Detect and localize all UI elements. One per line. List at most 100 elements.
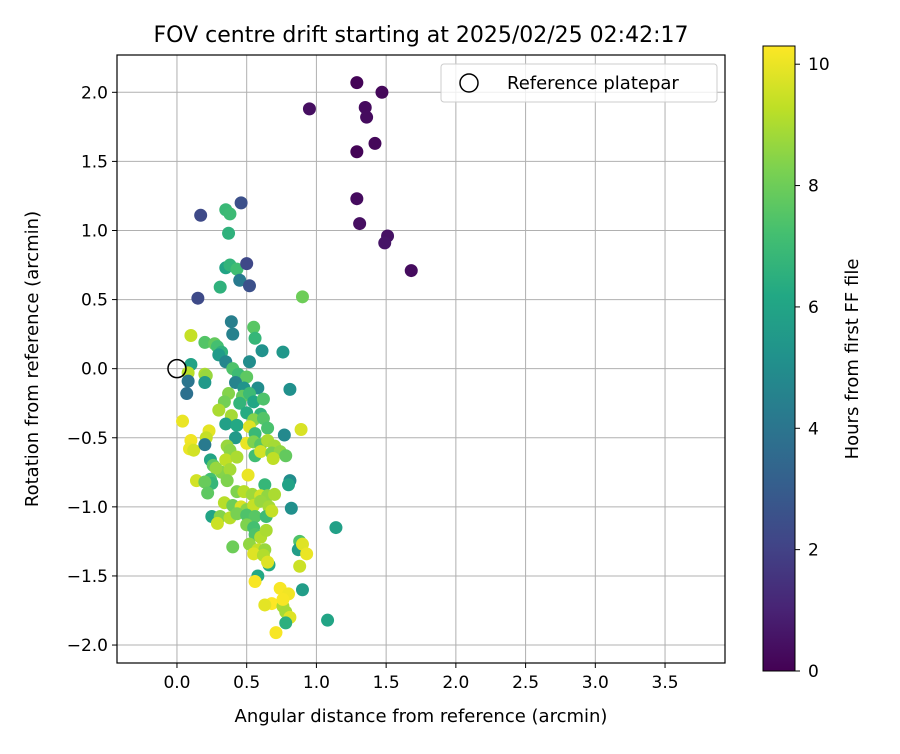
scatter-point (234, 196, 248, 210)
colorbar-ticks: 0 2 4 6 8 10 (795, 55, 830, 682)
scatter-point (268, 487, 282, 501)
scatter-point (247, 320, 261, 334)
scatter-point (279, 449, 293, 463)
scatter-point (229, 431, 243, 445)
scatter-point (219, 417, 233, 431)
scatter-point (293, 559, 307, 573)
colorbar: 0 2 4 6 8 10 Hours from first FF file (762, 45, 863, 682)
scatter-point (233, 396, 247, 410)
x-axis-label: Angular distance from reference (arcmin) (235, 706, 608, 727)
colorbar-tick-label: 4 (808, 419, 819, 439)
scatter-point (261, 421, 275, 435)
scatter-point (210, 516, 224, 530)
y-tick-label: 1.0 (81, 221, 108, 241)
y-tick-label: 2.0 (81, 83, 108, 103)
scatter-point (220, 474, 234, 488)
x-tick-label: 3.5 (652, 673, 679, 693)
scatter-point (283, 382, 297, 396)
scatter-point (266, 451, 280, 465)
y-tick-label: 0.0 (81, 360, 108, 380)
x-tick-label: 1.0 (303, 673, 330, 693)
colorbar-tick-label: 2 (808, 541, 819, 561)
scatter-point (176, 414, 190, 428)
scatter-point (256, 392, 270, 406)
scatter-point (360, 110, 374, 124)
colorbar-tick-label: 6 (808, 298, 819, 318)
scatter-point (191, 291, 205, 305)
y-axis-label: Rotation from reference (arcmin) (22, 211, 43, 507)
y-tick-label: −1.5 (67, 567, 108, 587)
scatter-point (261, 555, 275, 569)
scatter-point (277, 428, 291, 442)
scatter-point (209, 461, 223, 475)
scatter-point (329, 521, 343, 535)
scatter-point (247, 395, 261, 409)
scatter-point (350, 145, 364, 159)
x-tick-label: 2.5 (512, 673, 539, 693)
colorbar-tick-label: 8 (808, 177, 819, 197)
scatter-point (198, 375, 212, 389)
scatter-point (198, 475, 212, 489)
scatter-point (226, 327, 240, 341)
scatter-point (213, 280, 227, 294)
scatter-point (181, 374, 195, 388)
scatter-point (276, 345, 290, 359)
colorbar-tick-label: 0 (808, 662, 819, 682)
scatter-point (269, 626, 283, 640)
scatter-point (233, 273, 247, 287)
scatter-point (259, 523, 273, 537)
scatter-point (350, 76, 364, 90)
scatter-point (294, 422, 308, 436)
scatter-point (295, 583, 309, 597)
scatter-point (242, 279, 256, 293)
grid-lines (117, 55, 725, 663)
scatter-point (212, 403, 226, 417)
scatter-point (242, 355, 256, 369)
scatter-point (282, 478, 296, 492)
scatter-point (198, 438, 212, 452)
x-axis-ticks: 0.0 0.5 1.0 1.5 2.0 2.5 3.0 3.5 (163, 663, 679, 693)
scatter-point (375, 85, 389, 99)
x-tick-label: 0.0 (163, 673, 190, 693)
scatter-point (321, 613, 335, 627)
scatter-point (201, 486, 215, 500)
scatter-point (180, 387, 194, 401)
scatter-point (248, 510, 262, 524)
scatter-point (255, 344, 269, 358)
scatter-point (194, 208, 208, 222)
scatter-point (230, 450, 244, 464)
chart-title: FOV centre drift starting at 2025/02/25 … (154, 23, 689, 48)
scatter-point (240, 370, 254, 384)
scatter-point (350, 192, 364, 206)
scatter-point (358, 101, 372, 115)
scatter-point (226, 540, 240, 554)
scatter-point (230, 507, 244, 521)
scatter-point (284, 501, 298, 515)
scatter-point (184, 329, 198, 343)
scatter-point (279, 616, 293, 630)
x-tick-label: 3.0 (582, 673, 609, 693)
scatter-point (223, 463, 237, 477)
x-tick-label: 1.5 (373, 673, 400, 693)
y-axis-ticks: −2.0 −1.5 −1.0 −0.5 0.0 0.5 1.0 1.5 2.0 (67, 83, 117, 656)
scatter-point (247, 547, 261, 561)
scatter-point (198, 335, 212, 349)
x-tick-label: 0.5 (233, 673, 260, 693)
colorbar-gradient (762, 45, 796, 672)
scatter-point (223, 207, 237, 221)
scatter-point (265, 504, 279, 518)
y-tick-label: 1.5 (81, 152, 108, 172)
y-tick-label: −1.0 (67, 498, 108, 518)
scatter-point (230, 262, 244, 276)
scatter-point (258, 598, 272, 612)
y-tick-label: −2.0 (67, 636, 108, 656)
legend-box (440, 63, 718, 103)
scatter-point (248, 574, 262, 588)
scatter-point (222, 226, 236, 240)
scatter-point (404, 264, 418, 278)
scatter-point (353, 217, 367, 231)
scatter-point (368, 136, 382, 150)
y-tick-label: −0.5 (67, 429, 108, 449)
scatter-point (258, 478, 272, 492)
